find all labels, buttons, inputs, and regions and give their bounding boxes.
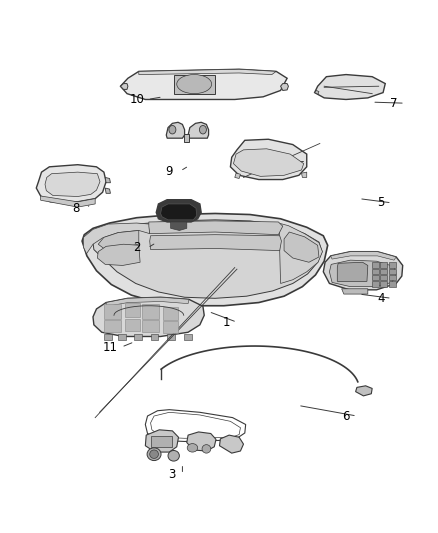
- Ellipse shape: [177, 75, 211, 94]
- Polygon shape: [106, 297, 188, 306]
- Polygon shape: [105, 188, 110, 193]
- Bar: [389, 281, 395, 287]
- Bar: [124, 319, 140, 330]
- Bar: [150, 334, 158, 340]
- Polygon shape: [355, 386, 371, 396]
- Text: 8: 8: [72, 201, 79, 215]
- Bar: [184, 134, 189, 142]
- Bar: [162, 321, 178, 333]
- Bar: [371, 262, 378, 268]
- Polygon shape: [148, 221, 282, 235]
- Bar: [380, 275, 387, 280]
- Bar: [142, 304, 159, 319]
- Text: 1: 1: [222, 316, 229, 329]
- Polygon shape: [341, 289, 367, 294]
- Polygon shape: [234, 173, 240, 179]
- Ellipse shape: [199, 125, 206, 134]
- Bar: [142, 320, 159, 332]
- Polygon shape: [98, 230, 138, 249]
- Polygon shape: [173, 75, 215, 94]
- Ellipse shape: [168, 450, 179, 461]
- Polygon shape: [283, 232, 318, 262]
- Polygon shape: [330, 252, 395, 260]
- Text: 4: 4: [376, 292, 384, 305]
- Polygon shape: [322, 252, 402, 290]
- Bar: [389, 262, 395, 268]
- Polygon shape: [166, 122, 184, 138]
- Polygon shape: [83, 223, 149, 254]
- Bar: [371, 281, 378, 287]
- Bar: [389, 275, 395, 280]
- Bar: [167, 334, 175, 340]
- Polygon shape: [233, 149, 303, 176]
- Bar: [162, 306, 178, 320]
- Polygon shape: [160, 204, 196, 220]
- Polygon shape: [170, 222, 186, 230]
- Ellipse shape: [149, 450, 158, 458]
- Ellipse shape: [187, 443, 197, 452]
- Polygon shape: [105, 177, 110, 183]
- Text: 9: 9: [165, 165, 173, 177]
- Polygon shape: [120, 84, 127, 90]
- Bar: [380, 262, 387, 268]
- Text: 7: 7: [389, 96, 397, 110]
- Bar: [124, 303, 140, 317]
- Polygon shape: [314, 91, 318, 94]
- Polygon shape: [301, 172, 306, 177]
- Polygon shape: [149, 235, 281, 251]
- Bar: [380, 281, 387, 287]
- Polygon shape: [219, 435, 243, 453]
- Text: 10: 10: [129, 93, 144, 106]
- Polygon shape: [97, 244, 140, 265]
- Bar: [371, 269, 378, 274]
- Polygon shape: [82, 214, 327, 306]
- Polygon shape: [156, 200, 201, 222]
- Text: 3: 3: [167, 468, 175, 481]
- Polygon shape: [36, 165, 106, 202]
- Polygon shape: [328, 260, 395, 287]
- Text: 5: 5: [376, 196, 384, 209]
- Bar: [134, 334, 142, 340]
- Polygon shape: [230, 139, 306, 180]
- Bar: [184, 334, 191, 340]
- Polygon shape: [280, 84, 288, 91]
- Bar: [389, 269, 395, 274]
- Text: 11: 11: [102, 341, 118, 353]
- Bar: [380, 269, 387, 274]
- Ellipse shape: [201, 445, 210, 453]
- Bar: [104, 320, 120, 332]
- Bar: [371, 275, 378, 280]
- Bar: [118, 334, 126, 340]
- Bar: [104, 334, 112, 340]
- Polygon shape: [93, 220, 321, 298]
- Polygon shape: [145, 430, 178, 452]
- Text: 6: 6: [342, 409, 349, 423]
- Ellipse shape: [147, 448, 161, 461]
- Polygon shape: [120, 69, 286, 100]
- Polygon shape: [278, 223, 322, 284]
- Text: 2: 2: [133, 241, 140, 254]
- Bar: [104, 304, 120, 319]
- Polygon shape: [45, 172, 100, 197]
- Polygon shape: [138, 69, 276, 75]
- Polygon shape: [41, 196, 95, 207]
- Bar: [151, 435, 172, 447]
- Polygon shape: [93, 297, 204, 336]
- Ellipse shape: [169, 125, 176, 134]
- Polygon shape: [186, 432, 215, 451]
- Polygon shape: [314, 75, 385, 100]
- Polygon shape: [187, 122, 208, 138]
- Polygon shape: [336, 262, 367, 281]
